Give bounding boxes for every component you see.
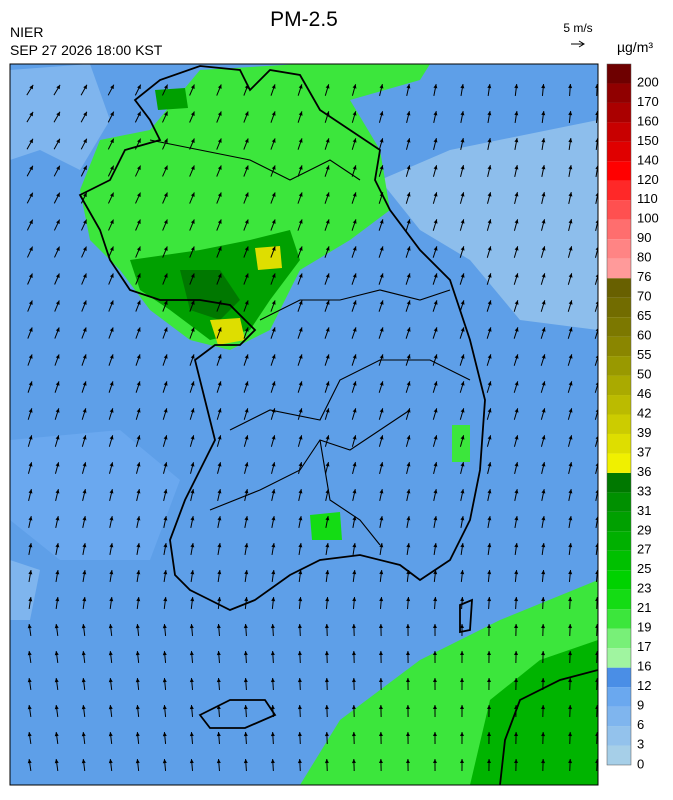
green-region (155, 88, 188, 110)
colorbar-label: 160 (637, 113, 659, 128)
colorbar-label: 200 (637, 74, 659, 89)
colorbar: 0369121617192123252729313336373942465055… (607, 64, 659, 771)
colorbar-segment (607, 161, 631, 180)
colorbar-label: 80 (637, 250, 651, 265)
colorbar-label: 21 (637, 600, 651, 615)
colorbar-segment (607, 239, 631, 258)
colorbar-label: 60 (637, 328, 651, 343)
colorbar-segment (607, 668, 631, 687)
colorbar-segment (607, 220, 631, 239)
colorbar-label: 23 (637, 581, 651, 596)
colorbar-segment (607, 317, 631, 336)
datetime: SEP 27 2026 18:00 KST (10, 42, 163, 58)
colorbar-segment (607, 376, 631, 395)
colorbar-segment (607, 531, 631, 550)
colorbar-label: 42 (637, 405, 651, 420)
colorbar-segment (607, 512, 631, 531)
colorbar-segment (607, 356, 631, 375)
wind-scale-arrow (571, 41, 584, 47)
colorbar-segment (607, 453, 631, 472)
colorbar-segment (607, 609, 631, 628)
colorbar-segment (607, 590, 631, 609)
colorbar-segment (607, 181, 631, 200)
colorbar-label: 39 (637, 425, 651, 440)
colorbar-segment (607, 434, 631, 453)
colorbar-label: 19 (637, 620, 651, 635)
colorbar-label: 25 (637, 561, 651, 576)
colorbar-label: 33 (637, 483, 651, 498)
colorbar-segment (607, 337, 631, 356)
colorbar-segment (607, 648, 631, 667)
colorbar-segment (607, 122, 631, 141)
colorbar-label: 90 (637, 230, 651, 245)
colorbar-label: 37 (637, 444, 651, 459)
colorbar-label: 17 (637, 639, 651, 654)
colorbar-label: 12 (637, 678, 651, 693)
colorbar-label: 100 (637, 211, 659, 226)
unit-label: µg/m³ (617, 39, 653, 55)
colorbar-label: 6 (637, 717, 644, 732)
colorbar-label: 50 (637, 366, 651, 381)
map-title: PM-2.5 (270, 8, 338, 31)
colorbar-segment (607, 473, 631, 492)
field (10, 64, 600, 785)
colorbar-segment (607, 259, 631, 278)
colorbar-label: 140 (637, 152, 659, 167)
colorbar-segment (607, 200, 631, 219)
colorbar-segment (607, 298, 631, 317)
colorbar-segment (607, 103, 631, 122)
colorbar-segment (607, 395, 631, 414)
colorbar-segment (607, 629, 631, 648)
colorbar-segment (607, 64, 631, 83)
colorbar-label: 3 (637, 736, 644, 751)
wind-scale-label: 5 m/s (563, 21, 592, 35)
colorbar-segment (607, 492, 631, 511)
source: NIER (10, 24, 43, 40)
colorbar-label: 170 (637, 94, 659, 109)
colorbar-label: 120 (637, 172, 659, 187)
colorbar-label: 36 (637, 464, 651, 479)
colorbar-segment (607, 83, 631, 102)
colorbar-segment (607, 707, 631, 726)
colorbar-label: 65 (637, 308, 651, 323)
colorbar-label: 27 (637, 542, 651, 557)
colorbar-segment (607, 687, 631, 706)
colorbar-label: 150 (637, 133, 659, 148)
colorbar-label: 110 (637, 191, 658, 206)
colorbar-segment (607, 551, 631, 570)
yellow-region (255, 246, 282, 270)
colorbar-label: 70 (637, 289, 651, 304)
colorbar-label: 46 (637, 386, 651, 401)
colorbar-segment (607, 726, 631, 745)
colorbar-segment (607, 570, 631, 589)
colorbar-label: 76 (637, 269, 651, 284)
colorbar-segment (607, 746, 631, 765)
colorbar-label: 9 (637, 698, 644, 713)
colorbar-label: 29 (637, 522, 651, 537)
colorbar-label: 55 (637, 347, 651, 362)
colorbar-segment (607, 415, 631, 434)
colorbar-label: 16 (637, 659, 651, 674)
colorbar-label: 31 (637, 503, 651, 518)
colorbar-segment (607, 142, 631, 161)
colorbar-label: 0 (637, 756, 644, 771)
colorbar-segment (607, 278, 631, 297)
